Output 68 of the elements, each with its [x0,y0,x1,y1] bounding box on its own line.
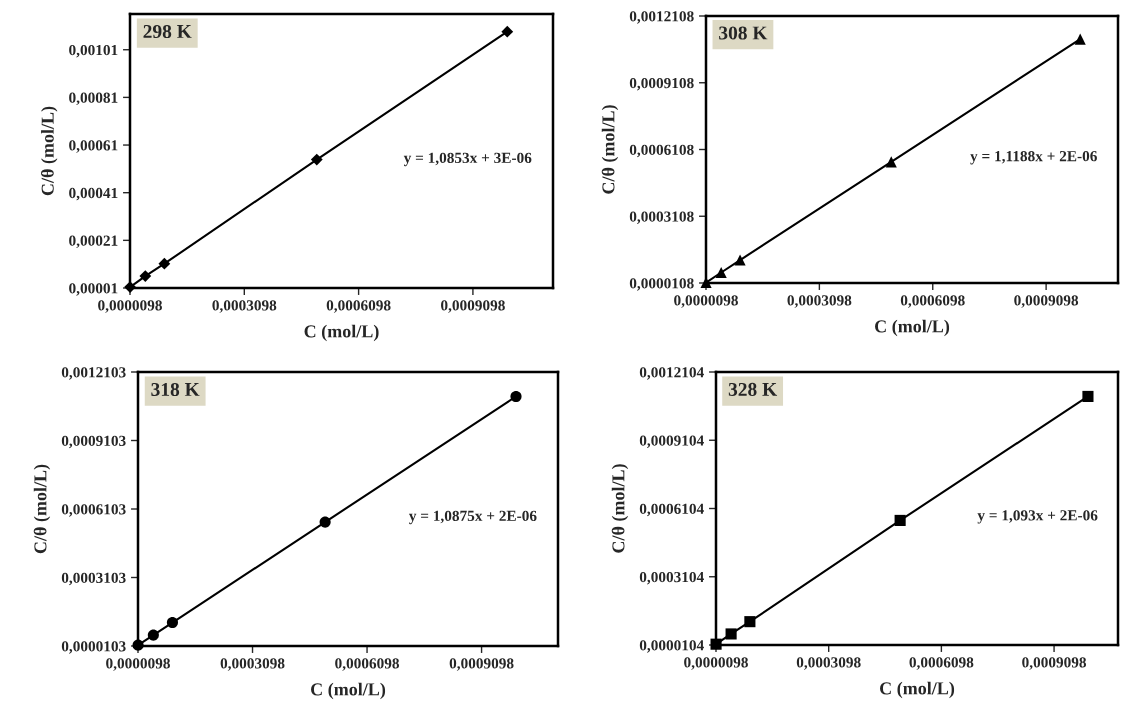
x-tick-label: 0,0006098 [900,295,965,308]
annotation: y = 1,1188x + 2E-06 [970,150,1097,165]
x-tick-label: 0,0006098 [335,658,400,671]
annotation: 318 K [151,382,200,397]
point [158,257,171,270]
annotation: 328 K [728,382,778,396]
y-tick-label: 0,00081 [69,92,118,106]
x-tick-label: 0,0003098 [220,658,285,671]
y-tick-label: 0,0000103 [61,641,126,654]
x-tick-label: 0,0000098 [98,300,162,313]
x-axis-title: C (mol/L) [880,681,955,699]
x-tick-label: 0,0003098 [787,295,852,308]
y-tick-label: 0,0012103 [61,367,126,380]
x-tick-label: 0,0003098 [796,657,861,670]
x-axis-title: C (mol/L) [875,319,950,337]
y-tick-label: 0,0000104 [639,640,704,653]
y-tick-label: 0,0009104 [639,435,704,448]
y-axis-title: C/θ (mol/L) [33,464,51,554]
x-tick-label: 0,0003098 [212,300,277,313]
y-axis-title: C/θ (mol/L) [611,464,629,553]
y-tick-label: 0,0009108 [629,77,694,91]
y-tick-label: 0,00001 [69,283,118,296]
x-tick-label: 0,0009098 [1014,295,1079,308]
annotation: y = 1,0853x + 3E-06 [403,152,532,167]
y-tick-label: 0,00021 [69,235,118,249]
point [715,266,727,279]
point [501,25,514,38]
x-tick-label: 0,0009098 [1022,657,1087,670]
point [894,514,906,526]
x-tick-label: 0,0000098 [674,295,738,308]
point [147,629,159,641]
y-tick-label: 0,00041 [69,187,118,201]
y-tick-label: 0,00061 [69,140,118,153]
x-tick-label: 0,0000098 [106,658,170,671]
y-tick-label: 0,0009103 [61,435,126,449]
x-axis-title: C (mol/L) [311,682,386,700]
y-tick-label: 0,0006108 [629,144,694,158]
annotation: 308 K [719,26,768,40]
y-tick-label: 0,0006104 [639,503,704,517]
point [510,390,522,403]
point [1074,33,1086,45]
y-tick-label: 0,0003104 [639,571,704,585]
annotation: 298 K [143,24,192,39]
point [725,628,737,640]
point [166,616,178,629]
y-axis-title: C/θ (mol/L) [40,106,58,196]
y-tick-label: 0,0012104 [639,367,704,380]
y-tick-label: 0,0003103 [61,572,126,586]
y-tick-label: 0,0000108 [629,278,694,291]
point [310,153,323,166]
y-axis-title: C/θ (mol/L) [601,105,619,194]
point [1082,390,1094,402]
annotation: y = 1,093x + 2E-06 [977,510,1098,524]
annotation: y = 1,0875x + 2E-06 [408,510,537,525]
x-tick-label: 0,0006098 [326,300,391,313]
point [734,254,746,266]
x-tick-label: 0,0009098 [449,658,514,671]
point [319,516,331,528]
x-tick-label: 0,0009098 [441,300,505,313]
x-axis-title: C (mol/L) [304,324,379,342]
y-tick-label: 0,00101 [69,44,118,58]
point [744,616,756,628]
y-tick-label: 0,0012108 [629,11,694,24]
x-tick-label: 0,0000098 [684,657,748,670]
y-tick-label: 0,0006103 [61,504,126,517]
point [139,270,152,282]
y-tick-label: 0,0003108 [629,211,694,224]
x-tick-label: 0,0006098 [909,657,974,670]
